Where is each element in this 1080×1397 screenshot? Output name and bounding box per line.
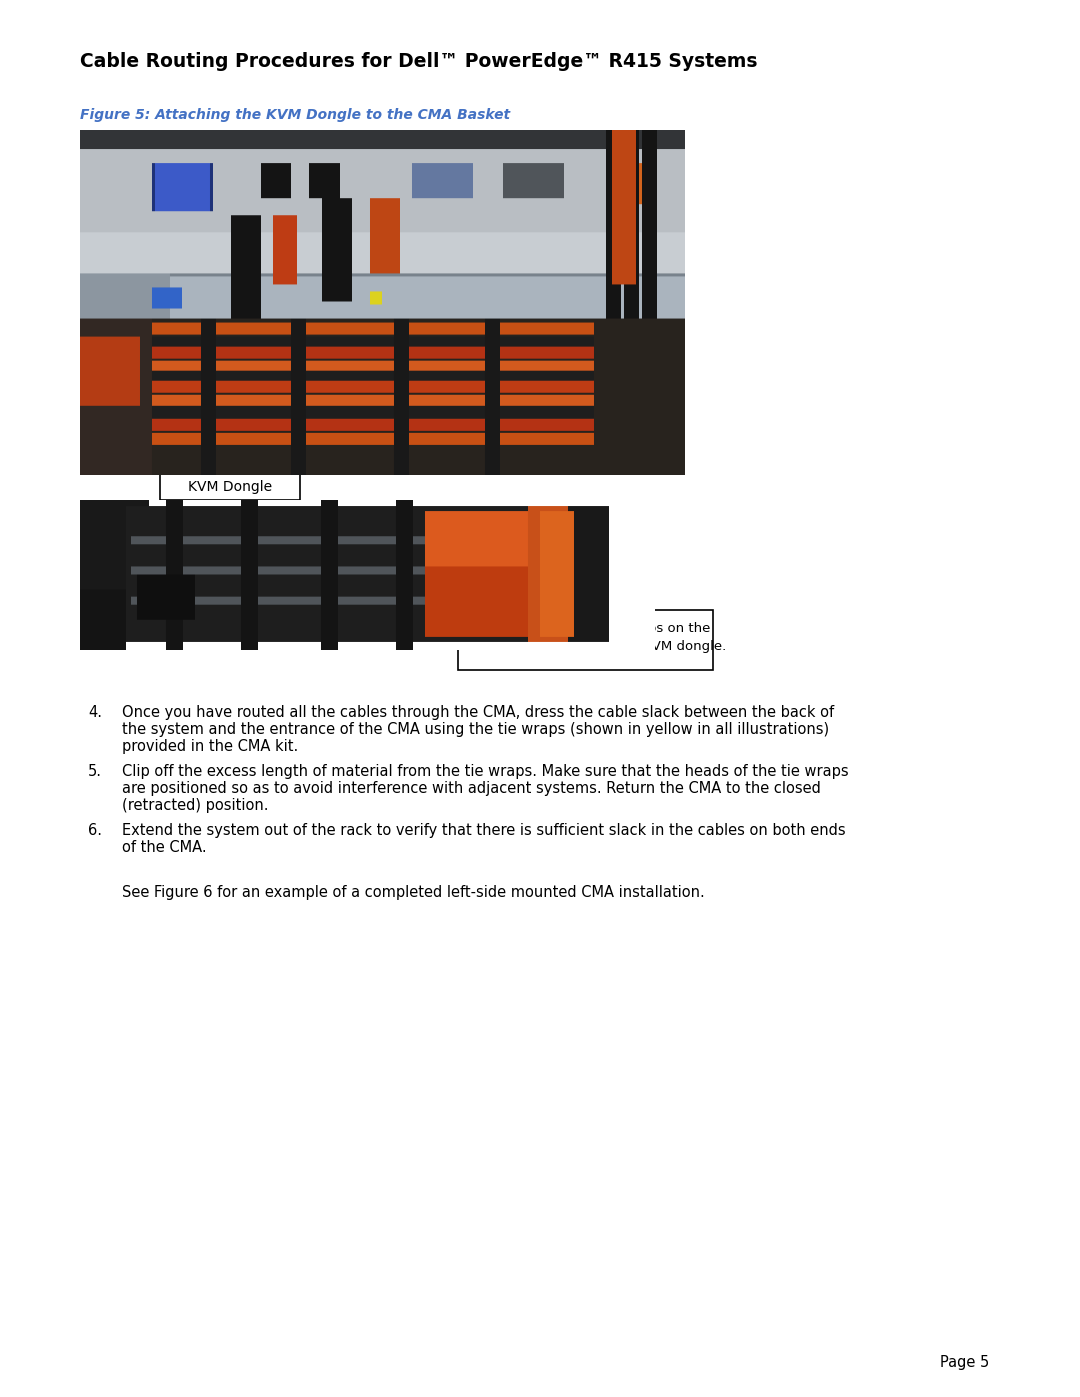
Text: See Figure 6 for an example of a completed left-side mounted CMA installation.: See Figure 6 for an example of a complet… bbox=[122, 886, 705, 900]
Text: Page 5: Page 5 bbox=[940, 1355, 989, 1370]
Text: Figure 5: Attaching the KVM Dongle to the CMA Basket: Figure 5: Attaching the KVM Dongle to th… bbox=[80, 108, 510, 122]
Text: Use the hook and loop straps on the
CMA basket to secure the KVM dongle.: Use the hook and loop straps on the CMA … bbox=[468, 622, 726, 652]
Text: of the CMA.: of the CMA. bbox=[122, 840, 206, 855]
Text: are positioned so as to avoid interference with adjacent systems. Return the CMA: are positioned so as to avoid interferen… bbox=[122, 781, 821, 796]
Text: provided in the CMA kit.: provided in the CMA kit. bbox=[122, 739, 298, 754]
Text: Extend the system out of the rack to verify that there is sufficient slack in th: Extend the system out of the rack to ver… bbox=[122, 823, 846, 838]
Text: 6.: 6. bbox=[87, 823, 102, 838]
Text: (retracted) position.: (retracted) position. bbox=[122, 798, 269, 813]
Text: 5.: 5. bbox=[87, 764, 102, 780]
Text: 4.: 4. bbox=[87, 705, 102, 719]
Bar bbox=[458, 610, 713, 671]
Text: the system and the entrance of the CMA using the tie wraps (shown in yellow in a: the system and the entrance of the CMA u… bbox=[122, 722, 829, 738]
Bar bbox=[160, 474, 300, 500]
Text: Cable Routing Procedures for Dell™ PowerEdge™ R415 Systems: Cable Routing Procedures for Dell™ Power… bbox=[80, 52, 757, 71]
Text: Once you have routed all the cables through the CMA, dress the cable slack betwe: Once you have routed all the cables thro… bbox=[122, 705, 834, 719]
Text: KVM Dongle: KVM Dongle bbox=[188, 481, 272, 495]
Text: Clip off the excess length of material from the tie wraps. Make sure that the he: Clip off the excess length of material f… bbox=[122, 764, 849, 780]
